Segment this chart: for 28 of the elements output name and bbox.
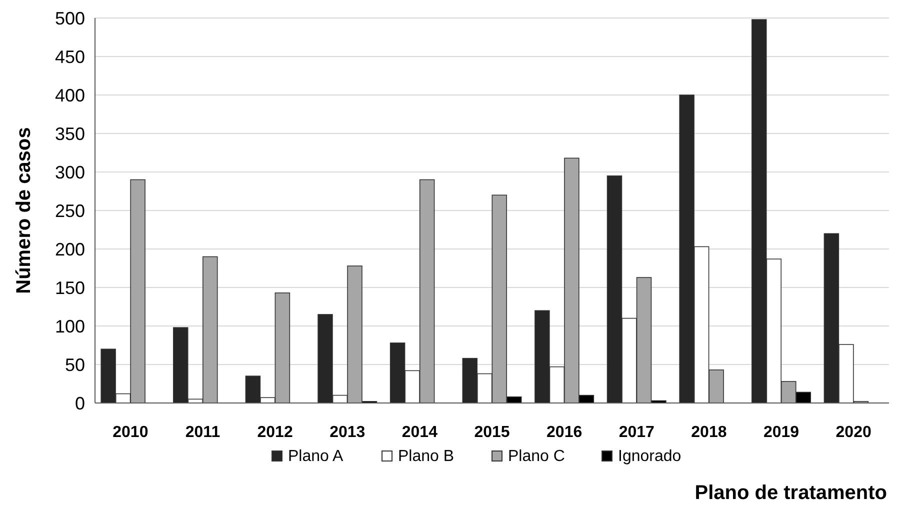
x-tick-label: 2012	[257, 424, 293, 441]
y-axis-title: Número de casos	[13, 127, 35, 294]
x-axis-title: Plano de tratamento	[694, 482, 887, 504]
y-tick-label: 50	[64, 354, 85, 375]
legend-label: Plano C	[508, 448, 565, 465]
x-tick-label: 2018	[691, 424, 727, 441]
legend-label: Plano A	[288, 448, 344, 465]
legend-label: Plano B	[398, 448, 454, 465]
x-tick-label: 2017	[618, 424, 655, 441]
y-tick-label: 500	[54, 8, 85, 28]
y-tick-label: 350	[54, 124, 85, 144]
y-tick-label: 150	[54, 278, 85, 298]
x-tick-label: 2010	[112, 424, 148, 441]
y-tick-label: 250	[54, 200, 85, 221]
x-tick-label: 2013	[330, 424, 366, 441]
y-tick-label: 100	[54, 316, 85, 336]
legend-label: Ignorado	[618, 448, 682, 465]
y-tick-label: 0	[74, 393, 85, 414]
x-tick-label: 2011	[185, 424, 220, 441]
x-tick-label: 2020	[836, 424, 872, 441]
y-tick-label: 200	[54, 239, 85, 260]
y-tick-label: 450	[54, 46, 85, 67]
x-tick-label: 2016	[546, 424, 582, 441]
y-tick-label: 300	[54, 162, 85, 182]
x-tick-label: 2019	[763, 424, 800, 441]
x-tick-label: 2014	[402, 424, 438, 441]
y-tick-label: 400	[54, 85, 85, 106]
x-tick-label: 2015	[474, 424, 510, 441]
